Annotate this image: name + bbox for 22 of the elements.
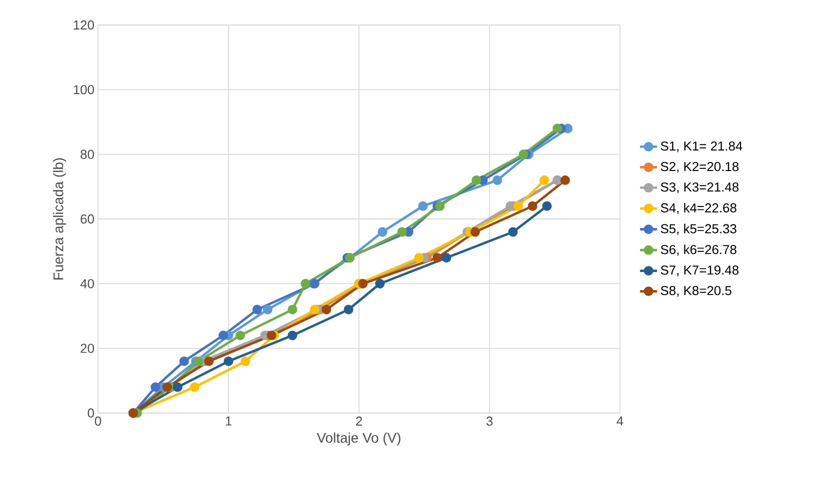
x-tick-label: 3 (486, 416, 493, 426)
x-tick-label: 0 (94, 416, 102, 426)
legend-label: S5, k5=25.33 (660, 224, 736, 235)
y-tick-label: 60 (80, 214, 94, 224)
y-axis-title: Fuerza aplicada (lb) (53, 158, 66, 280)
y-tick-label: 40 (80, 279, 94, 288)
legend-label: S6, k6=26.78 (660, 244, 736, 256)
legend-label: S7, K7=19.48 (660, 265, 739, 276)
y-tick-label: 100 (74, 85, 94, 94)
legend-label: S3, K3=21.48 (660, 182, 739, 194)
x-tick-label: 1 (226, 416, 232, 426)
legend-label: S1, K1= 21.84 (660, 141, 742, 152)
x-tick-label: 2 (356, 416, 362, 426)
legend-label: S2, K2=20.18 (660, 162, 739, 173)
legend-label: S4, k4=22.68 (660, 202, 736, 214)
x-axis-title: Voltaje Vo (V) (316, 432, 400, 446)
y-tick-label: 120 (74, 20, 94, 30)
y-tick-label: 20 (80, 344, 94, 353)
legend-label: S8, K8=20.5 (660, 286, 732, 297)
y-tick-label: 0 (88, 408, 94, 418)
x-tick-label: 4 (616, 416, 624, 426)
y-tick-label: 80 (80, 150, 94, 159)
